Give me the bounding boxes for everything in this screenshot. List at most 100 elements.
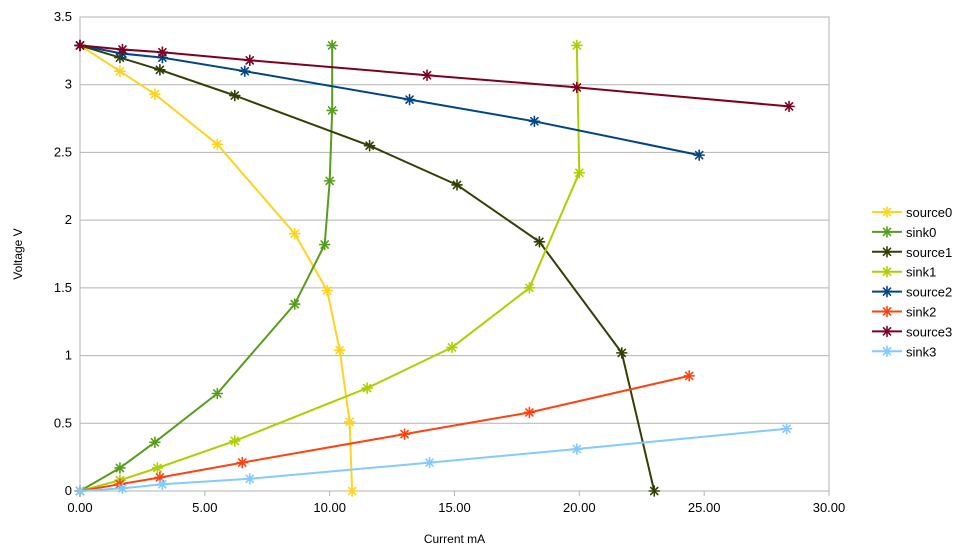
series-source3-point — [116, 43, 129, 56]
series-sink0-point — [326, 104, 338, 117]
legend-marker — [881, 206, 893, 218]
x-tick-label: 25.00 — [688, 500, 721, 515]
series-source1-point — [615, 347, 628, 359]
series-source1-point — [533, 236, 546, 248]
series-sink1-point — [573, 166, 586, 179]
y-tick-label: 2 — [65, 212, 72, 227]
series-source1-point — [154, 64, 166, 76]
legend-label: sink1 — [906, 265, 936, 280]
series-sink0-point — [323, 175, 336, 187]
series-source1-point — [228, 89, 241, 102]
series-sink1-point — [228, 435, 241, 447]
series-sink3-point — [116, 482, 129, 495]
series-sink3-point — [780, 422, 793, 435]
series-source3-line — [79, 44, 790, 108]
series-source3-point — [74, 39, 86, 52]
series-source2-point — [238, 65, 251, 77]
series-source2-point — [693, 149, 705, 161]
series-source0-line — [79, 44, 354, 492]
legend-marker — [881, 325, 893, 338]
series-source1-point — [648, 485, 661, 497]
series-sink0-point — [326, 39, 338, 52]
x-tick-label: 15.00 — [438, 500, 471, 515]
legend: source0 sink0 source1 sink1 source2 sink2 sour… — [872, 205, 952, 359]
series-source0-point — [343, 416, 356, 428]
legend-label: source0 — [906, 205, 952, 220]
series-source2-point — [403, 93, 416, 106]
legend-marker — [881, 265, 893, 278]
y-tick-label: 2.5 — [54, 144, 72, 159]
legend-item-sink2: sink2 — [872, 305, 936, 320]
series-sink1-point — [151, 462, 164, 474]
series-sink3-point — [571, 443, 583, 455]
series-sink0-point — [318, 238, 331, 251]
series-source3-point — [421, 69, 433, 82]
y-tick-label: 0.5 — [54, 415, 72, 430]
legend-label: sink2 — [906, 305, 936, 320]
series-source0-point — [288, 227, 301, 240]
series-source2-point — [528, 115, 541, 128]
legend-marker — [881, 285, 893, 298]
legend-label: sink0 — [906, 225, 936, 240]
series-sink2-point — [683, 370, 695, 382]
series-sink1-point — [523, 282, 536, 294]
plot-area — [79, 16, 830, 492]
legend-label: sink3 — [906, 344, 936, 359]
series-source0-point — [346, 485, 358, 497]
series-source0-point — [333, 344, 346, 356]
series-sink0-line — [79, 45, 334, 492]
legend-item-source1: source1 — [872, 245, 952, 260]
series-sink0-point — [149, 436, 161, 449]
x-tick-label: 30.00 — [813, 500, 846, 515]
legend-marker — [881, 246, 893, 258]
legend-item-sink0: sink0 — [872, 225, 936, 240]
series-sink2-point — [398, 428, 411, 440]
series-sink3-point — [156, 478, 169, 491]
y-tick-label: 1.5 — [54, 280, 72, 295]
series-sink3-point — [243, 473, 256, 485]
series-source3-point — [783, 100, 795, 113]
series-source1-point — [451, 179, 463, 191]
series-source3-point — [243, 54, 256, 67]
series-sink2-point — [236, 456, 249, 469]
series-sink3-point — [423, 456, 436, 469]
legend-item-source3: source3 — [872, 324, 952, 339]
legend-marker — [881, 226, 893, 238]
legend-item-sink3: sink3 — [872, 344, 936, 359]
x-tick-label: 5.00 — [192, 500, 217, 515]
series-source3-point — [571, 81, 583, 94]
series-sink0-point — [114, 462, 126, 474]
series-sink2 — [74, 370, 695, 497]
series-source1 — [74, 39, 661, 497]
series-sink1 — [74, 39, 586, 497]
series-source1-line — [79, 44, 656, 492]
tick-labels: 0 0.5 1 1.5 2 2.5 3 3.5 0.00 5.00 10.00 15.00 20.00 2… — [54, 9, 845, 515]
legend-marker — [881, 345, 893, 358]
series-source0-point — [149, 88, 161, 100]
legend-item-source2: source2 — [872, 285, 952, 300]
series-sink0-point — [211, 387, 224, 400]
series-source0-point — [114, 65, 126, 77]
legend-label: source3 — [906, 324, 952, 339]
x-tick-label: 20.00 — [563, 500, 596, 515]
legend-label: source2 — [906, 285, 952, 300]
series-sink3-point — [74, 485, 86, 497]
y-axis-title: Voltage V — [11, 228, 25, 279]
series-layer — [74, 39, 795, 497]
series-source0 — [74, 39, 358, 497]
series-source2 — [74, 39, 705, 161]
x-tick-label: 10.00 — [313, 500, 346, 515]
series-source3 — [74, 39, 795, 113]
y-tick-label: 3.5 — [54, 9, 72, 24]
y-tick-label: 1 — [65, 348, 72, 363]
x-axis-title: Current mA — [424, 532, 485, 546]
series-sink0-point — [288, 298, 301, 310]
series-sink1-point — [361, 382, 373, 394]
y-tick-label: 3 — [65, 77, 72, 92]
legend-label: source1 — [906, 245, 952, 260]
series-source0-point — [321, 284, 333, 297]
series-sink2-line — [79, 374, 690, 492]
series-source2-line — [79, 44, 700, 157]
series-source0-point — [211, 138, 224, 151]
